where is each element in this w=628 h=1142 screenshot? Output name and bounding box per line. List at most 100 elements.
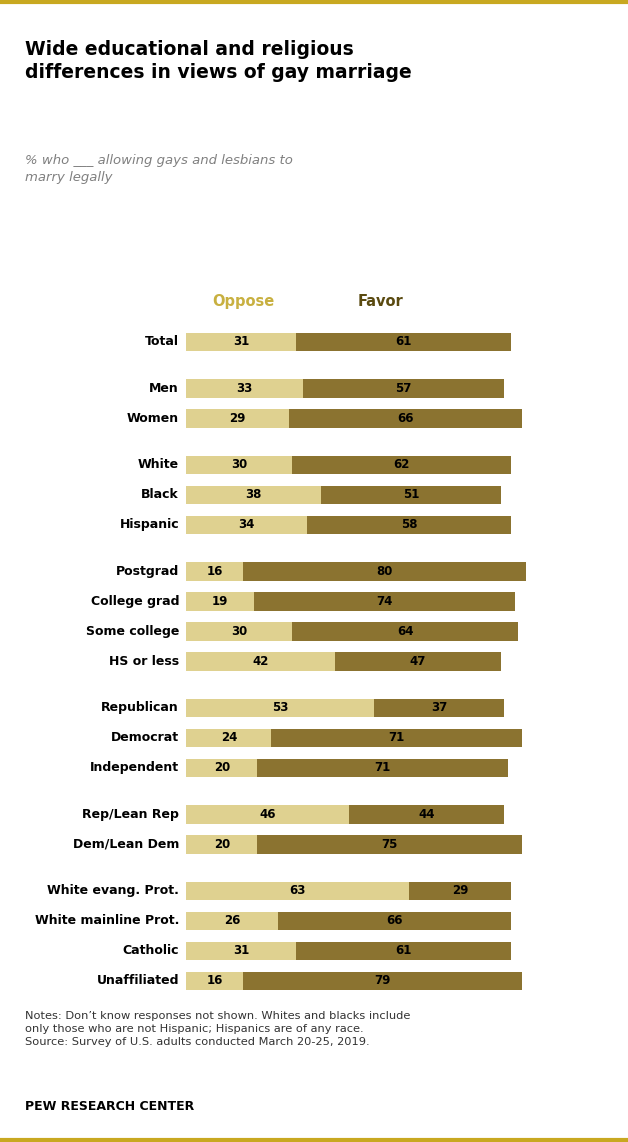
- Text: Republican: Republican: [101, 701, 179, 715]
- Text: 47: 47: [409, 656, 426, 668]
- Text: Wide educational and religious
differences in views of gay marriage: Wide educational and religious differenc…: [25, 40, 412, 82]
- Bar: [187, 593, 254, 611]
- Bar: [374, 699, 504, 717]
- Bar: [409, 882, 511, 900]
- Text: 71: 71: [374, 762, 391, 774]
- Text: 61: 61: [396, 336, 412, 348]
- Text: Favor: Favor: [358, 293, 404, 309]
- Text: 20: 20: [214, 838, 230, 851]
- Bar: [306, 516, 511, 534]
- Text: 31: 31: [233, 944, 249, 957]
- Text: 79: 79: [374, 974, 391, 988]
- Text: % who ___ allowing gays and lesbians to
marry legally: % who ___ allowing gays and lesbians to …: [25, 154, 293, 184]
- Text: 42: 42: [252, 656, 269, 668]
- Text: HS or less: HS or less: [109, 656, 179, 668]
- Text: White evang. Prot.: White evang. Prot.: [47, 884, 179, 898]
- Text: 26: 26: [224, 915, 241, 927]
- Bar: [293, 622, 519, 641]
- Bar: [187, 805, 349, 823]
- Text: Democrat: Democrat: [111, 731, 179, 745]
- Bar: [243, 972, 522, 990]
- Text: 20: 20: [214, 762, 230, 774]
- Text: 30: 30: [231, 625, 247, 638]
- Text: 44: 44: [418, 807, 435, 821]
- Bar: [321, 485, 501, 505]
- Text: 63: 63: [290, 884, 306, 898]
- Bar: [187, 942, 296, 960]
- Text: 19: 19: [212, 595, 228, 608]
- Text: White mainline Prot.: White mainline Prot.: [35, 915, 179, 927]
- Text: White: White: [138, 458, 179, 472]
- Text: 57: 57: [396, 381, 412, 395]
- Text: 66: 66: [387, 915, 403, 927]
- Text: 66: 66: [397, 412, 414, 425]
- Bar: [187, 516, 306, 534]
- Text: Total: Total: [145, 336, 179, 348]
- Bar: [187, 379, 303, 397]
- Bar: [187, 911, 278, 931]
- Text: 80: 80: [376, 565, 392, 578]
- Text: 24: 24: [220, 731, 237, 745]
- Text: 46: 46: [259, 807, 276, 821]
- Bar: [349, 805, 504, 823]
- Text: 58: 58: [401, 518, 417, 531]
- Text: 71: 71: [389, 731, 405, 745]
- Bar: [187, 409, 289, 428]
- Text: Dem/Lean Dem: Dem/Lean Dem: [73, 838, 179, 851]
- Bar: [187, 729, 271, 747]
- Bar: [289, 409, 522, 428]
- Text: 62: 62: [394, 458, 410, 472]
- Text: 38: 38: [246, 489, 262, 501]
- Bar: [243, 562, 526, 581]
- Text: Notes: Don’t know responses not shown. Whites and blacks include
only those who : Notes: Don’t know responses not shown. W…: [25, 1011, 411, 1047]
- Text: Some college: Some college: [85, 625, 179, 638]
- Bar: [303, 379, 504, 397]
- Text: Hispanic: Hispanic: [119, 518, 179, 531]
- Text: 31: 31: [233, 336, 249, 348]
- Text: Men: Men: [149, 381, 179, 395]
- Text: Women: Women: [127, 412, 179, 425]
- Text: Catholic: Catholic: [122, 944, 179, 957]
- Bar: [271, 729, 522, 747]
- Text: Independent: Independent: [90, 762, 179, 774]
- Bar: [187, 758, 257, 778]
- Text: Black: Black: [141, 489, 179, 501]
- Text: Unaffiliated: Unaffiliated: [97, 974, 179, 988]
- Text: 61: 61: [396, 944, 412, 957]
- Text: 51: 51: [403, 489, 419, 501]
- Text: PEW RESEARCH CENTER: PEW RESEARCH CENTER: [25, 1101, 195, 1113]
- Text: 29: 29: [229, 412, 246, 425]
- Bar: [187, 332, 296, 352]
- Bar: [187, 456, 293, 474]
- Text: College grad: College grad: [90, 595, 179, 608]
- Text: 37: 37: [431, 701, 447, 715]
- Bar: [187, 652, 335, 670]
- Bar: [187, 622, 293, 641]
- Text: Postgrad: Postgrad: [116, 565, 179, 578]
- Bar: [254, 593, 515, 611]
- Bar: [296, 332, 511, 352]
- Bar: [278, 911, 511, 931]
- Bar: [293, 456, 511, 474]
- Bar: [187, 972, 243, 990]
- Text: 64: 64: [397, 625, 414, 638]
- Text: Rep/Lean Rep: Rep/Lean Rep: [82, 807, 179, 821]
- Bar: [335, 652, 501, 670]
- Bar: [296, 942, 511, 960]
- Text: 53: 53: [272, 701, 288, 715]
- Bar: [187, 485, 321, 505]
- Bar: [187, 562, 243, 581]
- Text: 75: 75: [381, 838, 398, 851]
- Bar: [257, 758, 508, 778]
- Text: Oppose: Oppose: [212, 293, 274, 309]
- Text: 33: 33: [237, 381, 253, 395]
- Text: 29: 29: [452, 884, 468, 898]
- Bar: [187, 882, 409, 900]
- Text: 16: 16: [207, 565, 223, 578]
- Bar: [187, 835, 257, 854]
- Text: 16: 16: [207, 974, 223, 988]
- Text: 34: 34: [238, 518, 255, 531]
- Text: 74: 74: [376, 595, 392, 608]
- Bar: [257, 835, 522, 854]
- Text: 30: 30: [231, 458, 247, 472]
